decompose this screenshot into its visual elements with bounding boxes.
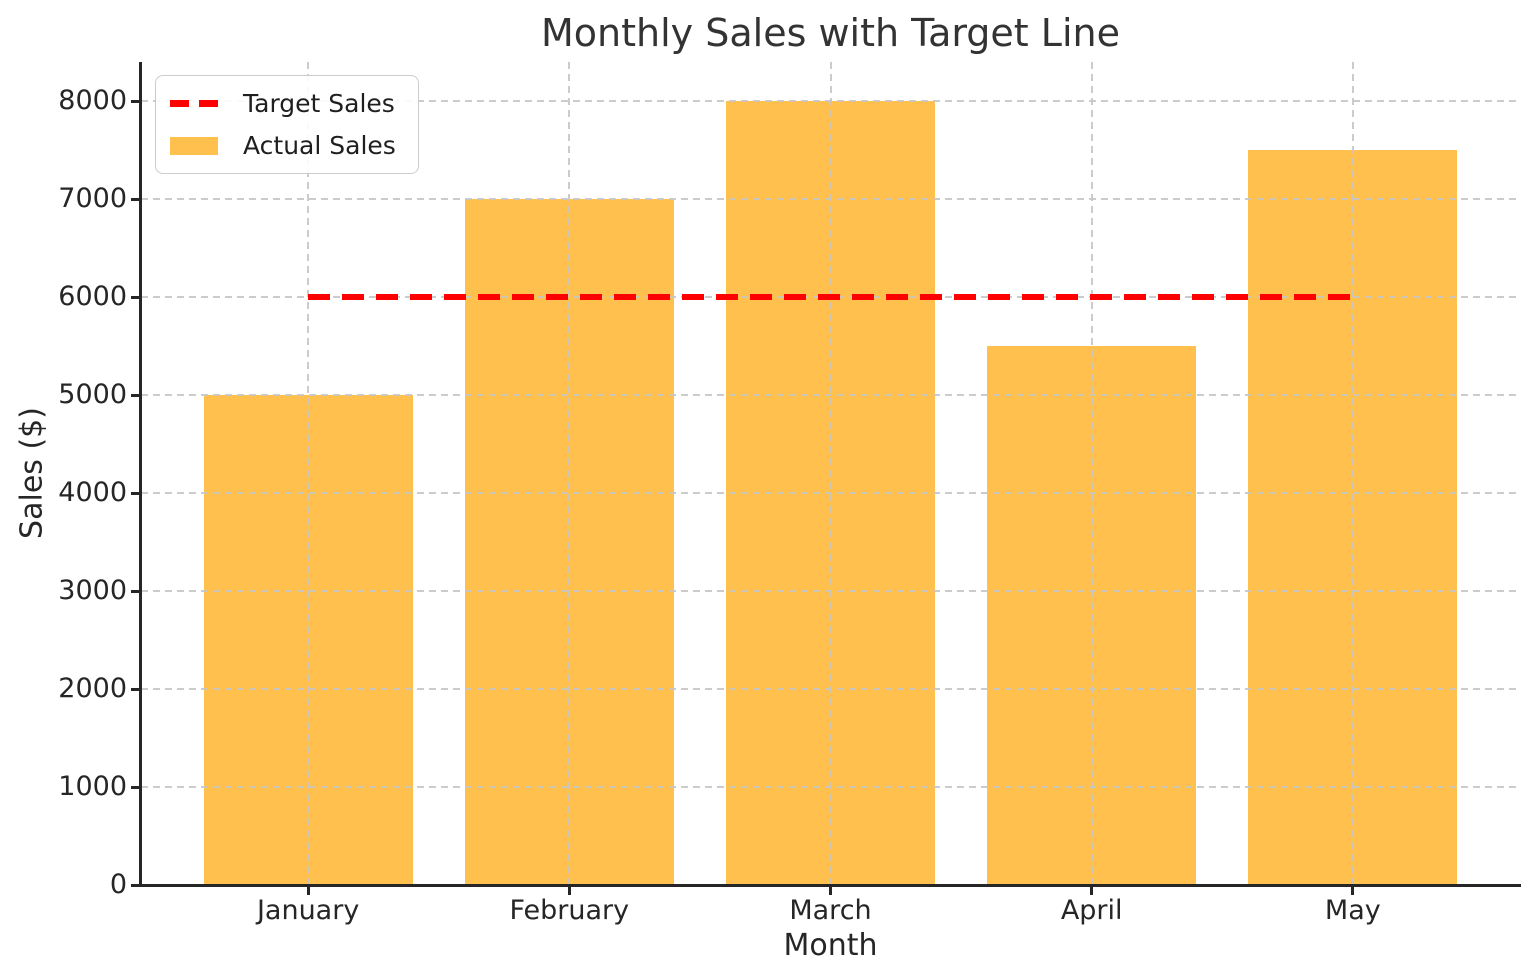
- gridline-vertical-january: [307, 62, 310, 885]
- legend: Target Sales Actual Sales: [155, 75, 419, 174]
- x-tick-mark-february: [567, 885, 571, 895]
- gridline-vertical-april: [1090, 62, 1093, 885]
- y-tick-mark-4000: [131, 491, 141, 495]
- x-tick-label-march: March: [789, 895, 872, 926]
- y-tick-label-4000: 4000: [58, 477, 127, 509]
- gridline-vertical-february: [568, 62, 571, 885]
- y-tick-label-7000: 7000: [58, 183, 127, 215]
- plot-area: Target Sales Actual Sales: [139, 62, 1521, 887]
- y-tick-mark-3000: [131, 589, 141, 593]
- y-tick-mark-0: [131, 883, 141, 887]
- actual-sales-swatch-icon: [170, 136, 218, 155]
- legend-label-actual-sales: Actual Sales: [243, 131, 396, 160]
- x-tick-mark-may: [1351, 885, 1355, 895]
- y-tick-mark-2000: [131, 687, 141, 691]
- x-tick-mark-january: [306, 885, 310, 895]
- x-tick-mark-march: [829, 885, 832, 895]
- y-tick-label-6000: 6000: [58, 281, 127, 313]
- x-tick-label-may: May: [1324, 895, 1381, 926]
- y-tick-mark-7000: [131, 197, 141, 201]
- y-tick-mark-8000: [131, 99, 141, 103]
- x-axis-label: Month: [783, 928, 878, 963]
- chart-title: Monthly Sales with Target Line: [541, 11, 1120, 55]
- legend-item-target-sales: Target Sales: [170, 89, 396, 118]
- y-axis-spine: [139, 62, 142, 886]
- y-tick-mark-1000: [131, 785, 141, 789]
- y-tick-label-1000: 1000: [58, 771, 127, 803]
- x-tick-label-january: January: [256, 895, 360, 926]
- x-tick-label-february: February: [509, 895, 630, 926]
- y-tick-label-5000: 5000: [58, 379, 127, 411]
- y-tick-label-8000: 8000: [58, 85, 127, 117]
- gridline-vertical-may: [1351, 62, 1354, 885]
- x-tick-label-april: April: [1060, 895, 1123, 926]
- y-tick-mark-5000: [131, 393, 141, 397]
- x-tick-mark-april: [1090, 885, 1094, 895]
- legend-item-actual-sales: Actual Sales: [170, 131, 396, 160]
- target-line-swatch-icon: [170, 100, 218, 107]
- y-axis-label: Sales ($): [14, 407, 50, 539]
- y-tick-label-2000: 2000: [58, 673, 127, 705]
- y-tick-label-3000: 3000: [58, 575, 127, 607]
- y-tick-label-0: 0: [109, 869, 127, 900]
- y-tick-mark-6000: [131, 295, 141, 299]
- legend-label-target-sales: Target Sales: [243, 89, 395, 118]
- target-sales-line: [308, 294, 1353, 301]
- gridline-vertical-march: [829, 62, 832, 885]
